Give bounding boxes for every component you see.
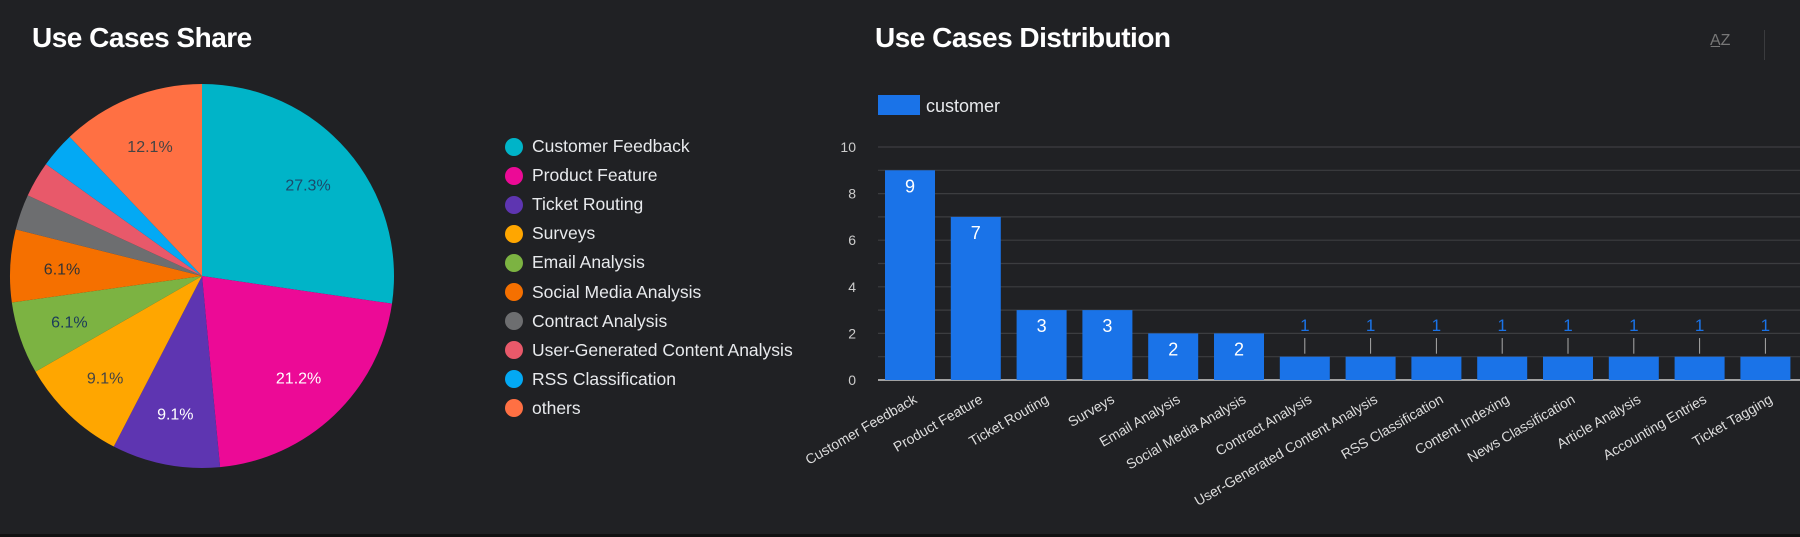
legend-item[interactable]: Email Analysis <box>505 248 793 277</box>
pie-slice <box>202 84 394 304</box>
bar-value-label: 1 <box>1366 316 1375 335</box>
bar <box>1345 356 1396 380</box>
bar-value-label: 7 <box>971 223 981 243</box>
bar <box>1214 333 1264 380</box>
legend-label: others <box>532 397 581 418</box>
y-tick-label: 6 <box>848 232 856 248</box>
legend-item[interactable]: Product Feature <box>505 161 793 190</box>
bar-chart-title: Use Cases Distribution <box>875 22 1171 53</box>
pie-slice <box>10 229 203 303</box>
pie-slice-label: 6.1% <box>51 314 87 331</box>
pie-slice <box>45 136 202 276</box>
bar <box>1740 356 1791 380</box>
legend-item[interactable]: Surveys <box>505 219 793 248</box>
bar-value-label: 1 <box>1563 316 1572 335</box>
legend-swatch <box>505 312 523 331</box>
x-tick-label: News Classification <box>1464 391 1577 466</box>
y-tick-label: 8 <box>848 186 856 202</box>
pie-chart-title: Use Cases Share <box>32 22 252 53</box>
pie-slice-label: 9.1% <box>87 370 123 387</box>
bar <box>950 216 1001 380</box>
legend-swatch <box>505 341 523 360</box>
bar <box>1279 356 1330 380</box>
legend-label: Email Analysis <box>532 252 645 273</box>
bar-value-label: 9 <box>905 176 915 196</box>
bar-value-label: 3 <box>1037 316 1047 336</box>
legend-item[interactable]: Customer Feedback <box>505 132 793 161</box>
pie-slice-label: 6.1% <box>44 262 80 279</box>
legend-item[interactable]: Ticket Routing <box>505 190 793 219</box>
bar <box>1543 356 1593 380</box>
legend-swatch <box>505 195 523 214</box>
legend-label: Product Feature <box>532 165 658 186</box>
legend-item[interactable]: others <box>505 394 793 423</box>
legend-swatch <box>505 370 523 389</box>
legend-label: customer <box>926 96 1000 116</box>
legend-swatch <box>505 399 523 418</box>
bar <box>1148 333 1199 380</box>
legend-item[interactable]: Social Media Analysis <box>505 277 793 306</box>
x-tick-label: Social Media Analysis <box>1123 391 1248 473</box>
bar-value-label: 3 <box>1102 316 1112 336</box>
legend-label: Surveys <box>532 223 596 244</box>
pie-slice <box>35 276 202 447</box>
bottom-border <box>0 534 1800 537</box>
bar <box>1082 310 1133 380</box>
legend-item[interactable]: User-Generated Content Analysis <box>505 336 793 365</box>
pie-slice <box>27 164 203 276</box>
pie-slice <box>202 276 392 468</box>
y-tick-label: 0 <box>848 372 856 388</box>
legend-item[interactable]: Contract Analysis <box>505 307 793 336</box>
pie-legend: Customer Feedback Product Feature Ticket R… <box>505 132 793 423</box>
y-tick-label: 4 <box>848 279 856 295</box>
legend-swatch <box>505 224 523 243</box>
bar <box>1016 310 1067 380</box>
legend-label: Ticket Routing <box>532 194 644 215</box>
legend-item[interactable]: RSS Classification <box>505 365 793 394</box>
legend-swatch <box>505 166 523 185</box>
bar-value-label: 1 <box>1629 316 1638 335</box>
bar-value-label: 2 <box>1168 339 1178 359</box>
bar <box>1411 356 1462 380</box>
legend-label: RSS Classification <box>532 368 676 389</box>
pie-slice <box>15 195 203 276</box>
sort-az-icon[interactable]: A̲Z <box>1710 32 1731 49</box>
bar-value-label: 1 <box>1761 316 1770 335</box>
legend-swatch <box>505 137 523 156</box>
pie-slice <box>113 276 221 468</box>
pie-slice-label: 21.2% <box>276 371 321 388</box>
x-tick-label: Surveys <box>1065 391 1117 430</box>
bar <box>1608 356 1659 380</box>
bar-value-label: 2 <box>1234 339 1244 359</box>
legend-label: User-Generated Content Analysis <box>532 339 793 360</box>
y-tick-label: 2 <box>848 325 856 341</box>
pie-slice <box>11 276 203 372</box>
legend-label: Customer Feedback <box>532 136 690 157</box>
bar-value-label: 1 <box>1432 316 1441 335</box>
legend-label: Social Media Analysis <box>532 281 702 302</box>
pie-slice-label: 12.1% <box>127 139 172 156</box>
more-options-icon[interactable]: ⋮ <box>1795 30 1800 55</box>
bar <box>1477 356 1528 380</box>
pie-slice-label: 9.1% <box>157 407 193 424</box>
bar-value-label: 1 <box>1695 316 1704 335</box>
x-tick-label: Customer Feedback <box>802 390 920 467</box>
legend-label: Contract Analysis <box>532 310 668 331</box>
pie-slice <box>69 84 202 276</box>
y-tick-label: 10 <box>840 139 856 155</box>
legend-swatch <box>505 253 523 272</box>
bar <box>885 170 935 380</box>
legend-swatch <box>878 95 920 115</box>
bar <box>1674 356 1725 380</box>
bar-value-label: 1 <box>1497 316 1506 335</box>
bar-value-label: 1 <box>1300 316 1309 335</box>
pie-slice-label: 27.3% <box>285 177 330 194</box>
toolbar-divider <box>1764 30 1765 60</box>
legend-swatch <box>505 283 523 302</box>
